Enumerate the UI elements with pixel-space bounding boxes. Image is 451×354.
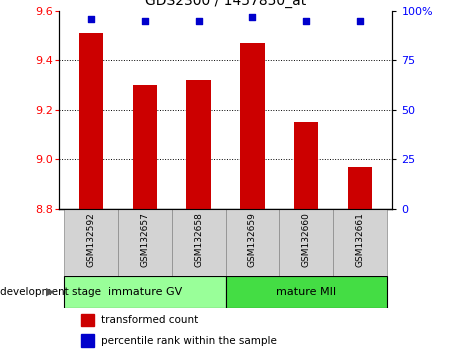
Bar [226, 276, 387, 308]
Bar [81, 334, 94, 347]
Text: ▶: ▶ [46, 287, 54, 297]
Text: mature MII: mature MII [276, 287, 336, 297]
Bar [279, 209, 333, 276]
Point [87, 16, 95, 21]
Point [249, 14, 256, 19]
Bar [240, 43, 265, 209]
Bar [81, 314, 94, 326]
Bar [64, 209, 118, 276]
Text: transformed count: transformed count [101, 315, 199, 325]
Text: GSM132659: GSM132659 [248, 212, 257, 267]
Bar [172, 209, 226, 276]
Text: GSM132592: GSM132592 [87, 212, 96, 267]
Text: percentile rank within the sample: percentile rank within the sample [101, 336, 277, 346]
Bar [348, 167, 372, 209]
Bar [226, 209, 279, 276]
Text: immature GV: immature GV [108, 287, 182, 297]
Text: GSM132660: GSM132660 [302, 212, 311, 267]
Bar [118, 209, 172, 276]
Bar [186, 80, 211, 209]
Bar [79, 33, 103, 209]
Point [303, 18, 310, 23]
Point [195, 18, 202, 23]
Point [356, 18, 364, 23]
Point [141, 18, 148, 23]
Bar [333, 209, 387, 276]
Bar [133, 85, 157, 209]
Text: development stage: development stage [0, 287, 101, 297]
Text: GSM132661: GSM132661 [355, 212, 364, 267]
Bar [294, 122, 318, 209]
Title: GDS2300 / 1457850_at: GDS2300 / 1457850_at [145, 0, 306, 8]
Bar [64, 276, 226, 308]
Text: GSM132658: GSM132658 [194, 212, 203, 267]
Text: GSM132657: GSM132657 [140, 212, 149, 267]
